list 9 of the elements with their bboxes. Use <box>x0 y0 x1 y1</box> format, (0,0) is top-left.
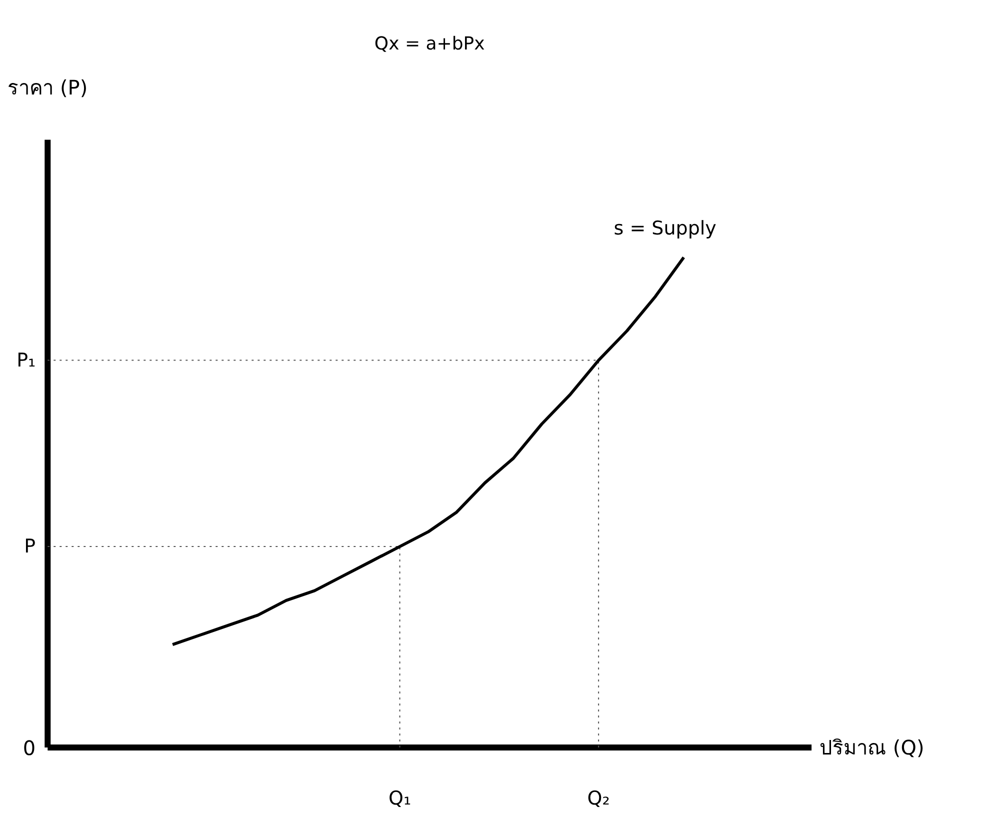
text: 0 <box>22 736 36 760</box>
text: ราคา (P) <box>8 76 88 100</box>
x-tick-label: Q₂ <box>587 788 610 810</box>
text: ปริมาณ (Q) <box>820 736 924 760</box>
series-label: s = Supply <box>614 217 716 240</box>
chart-title: Qx = a+bPx <box>374 34 486 55</box>
x-tick-label: Q₁ <box>388 788 412 810</box>
ref-line-label: P <box>24 536 36 558</box>
ref-line-label: P₁ <box>16 349 36 372</box>
